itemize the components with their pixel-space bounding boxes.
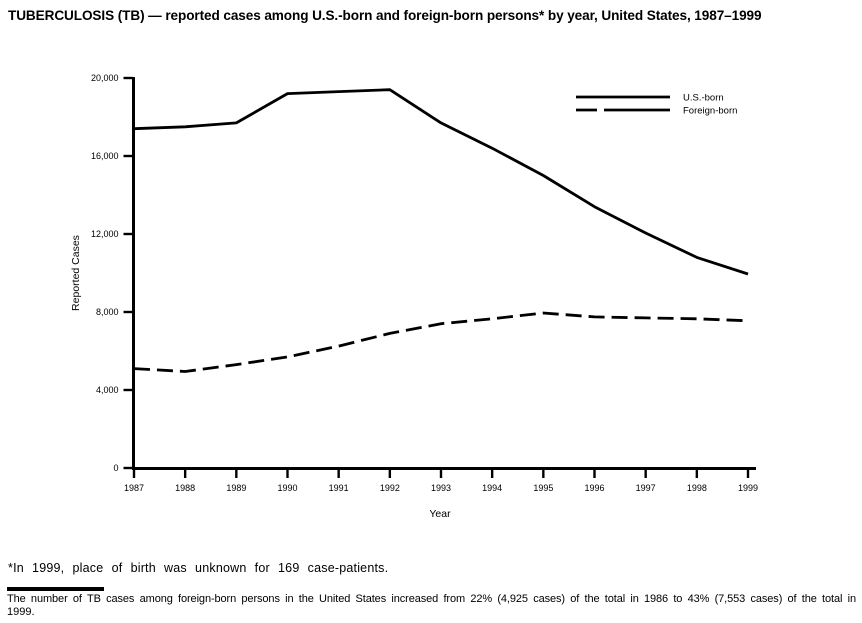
x-tick-label: 1997 bbox=[636, 483, 656, 493]
x-tick-label: 1987 bbox=[124, 483, 144, 493]
us-born-line bbox=[133, 88, 749, 276]
y-tick-label: 4,000 bbox=[96, 385, 119, 395]
x-tick-label: 1990 bbox=[277, 483, 297, 493]
x-tick-label: 1998 bbox=[687, 483, 707, 493]
caption: The number of TB cases among foreign-bor… bbox=[7, 593, 856, 619]
separator-rule bbox=[7, 587, 104, 591]
x-tick-label: 1995 bbox=[533, 483, 553, 493]
y-tick-label: 12,000 bbox=[91, 229, 119, 239]
x-tick-label: 1994 bbox=[482, 483, 502, 493]
x-tick-label: 1999 bbox=[738, 483, 758, 493]
y-tick-label: 8,000 bbox=[96, 307, 119, 317]
x-tick-label: 1993 bbox=[431, 483, 451, 493]
foreign-born-line bbox=[133, 311, 749, 373]
tb-line-chart: 0 4,000 8,000 12,000 16,000 20,000 1987 1988 198… bbox=[70, 73, 758, 520]
legend-label: U.S.-born bbox=[683, 93, 724, 104]
caption-line1: The number of TB cases among foreign-bor… bbox=[7, 593, 856, 605]
y-tick-label: 0 bbox=[113, 463, 118, 473]
x-tick-label: 1988 bbox=[175, 483, 195, 493]
caption-line2: 1999. bbox=[7, 606, 35, 618]
x-axis-label: Year bbox=[429, 508, 451, 520]
y-tick-label: 16,000 bbox=[91, 151, 119, 161]
x-tick-label: 1989 bbox=[226, 483, 246, 493]
y-tick-label: 20,000 bbox=[91, 73, 119, 83]
x-tick-label: 1991 bbox=[329, 483, 349, 493]
legend-label: Foreign-born bbox=[683, 106, 737, 117]
footnote: *In 1999, place of birth was unknown for… bbox=[8, 561, 389, 575]
x-tick-label: 1992 bbox=[380, 483, 400, 493]
x-tick-label: 1996 bbox=[584, 483, 604, 493]
chart-title: TUBERCULOSIS (TB) — reported cases among… bbox=[8, 8, 762, 23]
y-axis-label: Reported Cases bbox=[70, 235, 82, 311]
